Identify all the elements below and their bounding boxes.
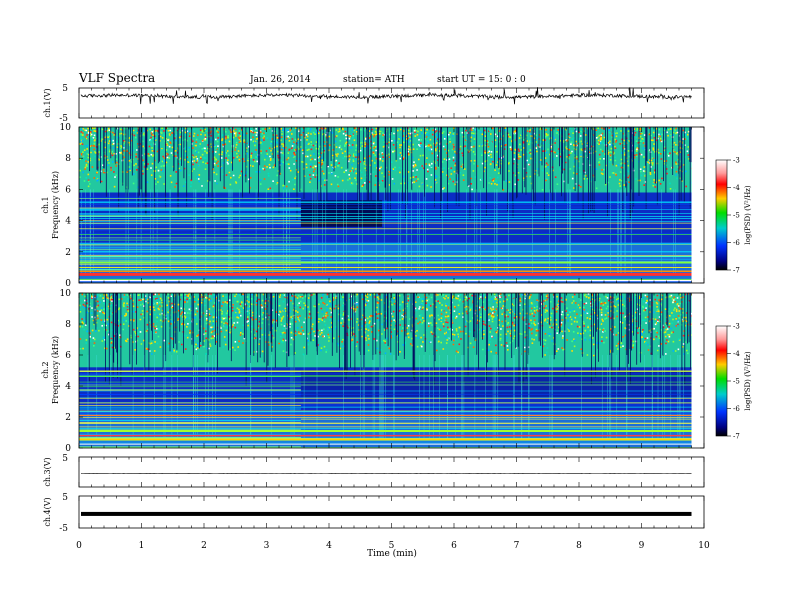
ytick-label: 0: [65, 444, 71, 454]
ytick-labels: 0 2 4 6 8 10: [60, 123, 704, 289]
ytick-label: 0: [65, 279, 71, 289]
sferic-streaks: [85, 293, 691, 386]
ytick-label: 2: [65, 413, 71, 423]
dark-region: [300, 370, 692, 397]
colorbar-tick-label: -4: [733, 184, 740, 192]
panel-ch1-waveform: 5 -5 ch.1(V): [43, 84, 705, 124]
ch1-spectrogram-image: [79, 127, 692, 283]
panel-ticks: [78, 293, 705, 448]
x-tick-marks: [78, 293, 705, 448]
ytick-label: -5: [59, 524, 68, 534]
colorbar-tick-label: -3: [733, 323, 740, 331]
x-tick-label: 6: [451, 541, 457, 551]
chart-title: VLF Spectra: [78, 71, 155, 85]
ytick-labels: 0 2 4 6 8 10: [60, 289, 704, 454]
x-axis: 0 1 2 3 4 5 6 7 8 9 10: [76, 541, 710, 551]
colorbar-ticks: -3 -4 -5 -6 -7: [727, 323, 740, 441]
colorbar-gradient: [715, 325, 728, 437]
colorbar-tick-label: -7: [733, 267, 740, 275]
colorbar-label: log(PSD) (V²/Hz): [744, 351, 752, 410]
sferic-streaks-cyan: [87, 355, 684, 439]
x-axis-label: Time (min): [367, 548, 417, 559]
colorbar-tick-label: -4: [733, 350, 740, 358]
colorbar-gradient: [715, 159, 728, 271]
header-station: station= ATH: [343, 75, 405, 85]
colorbar-tick-label: -6: [733, 239, 740, 247]
x-tick-label: 0: [76, 541, 82, 551]
band-mid: [79, 192, 692, 243]
panel-ch3-waveform: 5 ch.3(V): [43, 454, 705, 488]
panel-ch2-spectrogram: 0 2 4 6 8 10 ch.2 Frequency (kHz): [41, 289, 705, 454]
ylabel-frequency: Frequency (kHz): [51, 336, 60, 404]
colorbar-tick-label: -6: [733, 405, 740, 413]
header-start-time: start UT = 15: 0 : 0: [437, 75, 526, 85]
panel-ch1-spectrogram: 0 2 4 6 8 10 ch.1 Frequency (kHz): [41, 123, 705, 289]
ylabel-channel: ch.2: [41, 361, 50, 378]
x-tick-label: 9: [639, 541, 645, 551]
colorbar-tick-label: -7: [733, 433, 740, 441]
x-tick-marks: [78, 457, 705, 487]
header-date: Jan. 26, 2014: [249, 75, 311, 85]
colorbar-tick-label: -5: [733, 212, 740, 220]
sferic-streaks: [89, 127, 692, 221]
ytick-label: 5: [62, 454, 68, 464]
colorbar-tick-label: -3: [733, 157, 740, 165]
ytick-label: -5: [59, 114, 68, 124]
no-data-strip: [691, 127, 692, 283]
x-tick-label: 5: [389, 541, 395, 551]
x-tick-marks: [78, 127, 705, 283]
x-tick-label: 4: [326, 541, 332, 551]
ch2-spectrogram-image: [79, 293, 692, 448]
colorbar-ticks: -3 -4 -5 -6 -7: [727, 157, 740, 275]
ch1-waveform-trace: [80, 87, 692, 105]
x-tick-label: 2: [201, 541, 207, 551]
ylabel: ch.4(V): [43, 497, 52, 526]
x-tick-label: 1: [139, 541, 145, 551]
ylabel: ch.1(V): [43, 88, 52, 117]
ytick-label: 4: [65, 217, 71, 227]
sferic-streaks-cyan: [81, 189, 676, 274]
panel-ticks: [78, 457, 705, 487]
panel-ch4-waveform: 5 -5 ch.4(V): [43, 493, 705, 534]
ytick-label: 6: [65, 351, 71, 361]
panel-ticks: [78, 88, 705, 118]
ylabel-channel: ch.1: [41, 196, 50, 213]
ytick-label: 5: [62, 493, 68, 503]
x-tick-label: 10: [698, 541, 710, 551]
panel-ticks: [78, 496, 705, 528]
ylabel-frequency: Frequency (kHz): [51, 171, 60, 239]
ytick-label: 5: [62, 84, 68, 94]
ch4-waveform-trace: [81, 511, 692, 516]
ytick-label: 4: [65, 382, 71, 392]
colorbar-ch1: -3 -4 -5 -6 -7 log(PSD) (V²/Hz): [715, 157, 752, 275]
colorbar-tick-label: -5: [733, 378, 740, 386]
panel-ticks: [78, 127, 705, 283]
ytick-label: 8: [65, 320, 71, 330]
x-tick-label: 7: [514, 541, 520, 551]
x-tick-marks: [78, 88, 705, 118]
ylabel: ch.3(V): [43, 457, 52, 486]
no-data-strip: [691, 293, 692, 448]
colorbar-ch2: -3 -4 -5 -6 -7 log(PSD) (V²/Hz): [715, 323, 752, 441]
x-tick-label: 8: [576, 541, 582, 551]
ytick-label: 6: [65, 185, 71, 195]
x-tick-marks: [78, 496, 705, 528]
ytick-label: 10: [60, 123, 72, 133]
colorbar-label: log(PSD) (V²/Hz): [744, 185, 752, 244]
ytick-label: 2: [65, 248, 71, 258]
ytick-label: 8: [65, 154, 71, 164]
x-tick-label: 3: [264, 541, 270, 551]
ytick-label: 10: [60, 289, 72, 299]
